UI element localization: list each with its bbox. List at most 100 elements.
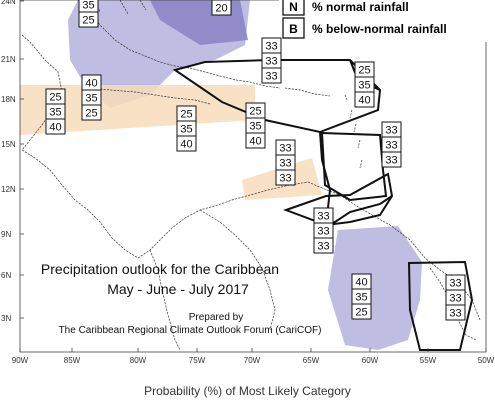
probability-box: 33 33 33 <box>261 37 282 84</box>
below-normal-zone-guianas <box>328 226 422 350</box>
probability-cell <box>275 169 296 186</box>
probability-value: 33 <box>317 211 329 223</box>
probability-value: 33 <box>449 278 461 290</box>
probability-value: 33 <box>265 56 277 68</box>
lon-label: 50W <box>478 356 495 365</box>
lon-label: 60W <box>362 356 379 365</box>
legend-b-text: % below-normal rainfall <box>312 22 447 36</box>
axis-labels: 24N 21N 18N 15N 12N 9N 6N 3N 90W 85W 80W 75W 70W 65W 6… <box>1 0 495 365</box>
probability-box: 33 33 33 <box>313 207 334 254</box>
probability-box: 33 33 33 <box>445 274 466 321</box>
map-frame <box>19 0 487 353</box>
legend-b-box <box>282 17 305 39</box>
probability-value: 35 <box>49 107 61 119</box>
probability-value: 33 <box>385 140 397 152</box>
probability-value: 20 <box>215 3 227 15</box>
lat-label: 3N <box>1 314 11 323</box>
lon-label: 75W <box>189 356 206 365</box>
probability-value: 40 <box>85 78 97 90</box>
probability-value: 35 <box>358 80 370 92</box>
probability-value: 25 <box>249 106 261 118</box>
probability-box: 40 35 25 <box>81 74 102 121</box>
probability-box: 25 35 40 <box>176 105 197 152</box>
probability-value: 25 <box>358 65 370 77</box>
probability-cell <box>245 132 266 149</box>
probability-value: 33 <box>265 71 277 83</box>
probability-cell <box>81 104 102 121</box>
legend-n-box <box>282 0 305 16</box>
lat-label: 18N <box>1 95 16 104</box>
probability-value: 25 <box>180 109 192 121</box>
probability-value: 33 <box>317 226 329 238</box>
probability-value: 40 <box>355 277 367 289</box>
probability-value: 33 <box>265 41 277 53</box>
lat-label: 15N <box>1 140 16 149</box>
probability-value: 40 <box>249 136 261 148</box>
title-line-2: May - June - July 2017 <box>107 281 249 297</box>
lat-label: 24N <box>1 0 16 6</box>
lon-label: 65W <box>303 356 320 365</box>
legend-n-text: % normal rainfall <box>312 0 409 14</box>
probability-box: 25 35 40 <box>45 88 66 135</box>
probability-box: 25 35 40 <box>245 102 266 149</box>
probability-box: 40 35 25 <box>351 273 372 320</box>
lon-label: 55W <box>420 356 437 365</box>
probability-value: 40 <box>49 122 61 134</box>
prepared-by: Prepared by <box>189 312 243 323</box>
equal-chance-zones <box>172 59 474 351</box>
probability-value: 33 <box>385 155 397 167</box>
probability-value: 25 <box>82 15 94 27</box>
probability-boxes: 3525203333334035252535402535402535403333… <box>45 0 466 321</box>
legend-n-letter: N <box>289 0 298 14</box>
probability-value: 40 <box>358 95 370 107</box>
legend-backdrop <box>279 0 495 42</box>
probability-value: 25 <box>355 307 367 319</box>
probability-value: 33 <box>279 143 291 155</box>
probability-cell <box>381 151 402 168</box>
probability-box: 33 33 33 <box>275 139 296 186</box>
lon-label: 70W <box>244 356 261 365</box>
probability-value: 25 <box>49 92 61 104</box>
probability-cell <box>354 91 375 108</box>
probability-cell <box>45 118 66 135</box>
title-line-1: Precipitation outlook for the Caribbean <box>41 261 279 277</box>
legend: N % normal rainfall B % below-normal rai… <box>279 0 495 42</box>
figure-caption: Probability (%) of Most Likely Category <box>144 384 351 398</box>
prepared-org: The Caribbean Regional Climate Outlook F… <box>59 325 322 336</box>
map-title: Precipitation outlook for the Caribbean … <box>41 261 322 336</box>
probability-cell <box>261 67 282 84</box>
probability-box: 20 <box>211 0 232 16</box>
coastlines <box>21 0 481 351</box>
probability-cell <box>313 237 334 254</box>
lon-label: 85W <box>64 356 81 365</box>
probability-cell <box>176 135 197 152</box>
probability-value: 33 <box>279 158 291 170</box>
probability-value: 35 <box>355 292 367 304</box>
probability-value: 33 <box>317 241 329 253</box>
probability-box: 33 33 33 <box>381 121 402 168</box>
lat-label: 6N <box>1 271 11 280</box>
probability-value: 33 <box>385 125 397 137</box>
legend-b-letter: B <box>289 22 298 36</box>
probability-value: 25 <box>85 108 97 120</box>
probability-value: 35 <box>249 121 261 133</box>
probability-cell <box>211 0 232 16</box>
probability-value: 40 <box>180 139 192 151</box>
probability-cell <box>445 304 466 321</box>
probability-cell <box>351 303 372 320</box>
lat-label: 21N <box>1 55 16 64</box>
probability-cell <box>78 11 99 28</box>
probability-value: 33 <box>449 308 461 320</box>
probability-value: 33 <box>279 173 291 185</box>
probability-value: 35 <box>82 0 94 12</box>
lat-label: 12N <box>1 185 16 194</box>
probability-box: 25 35 40 <box>354 61 375 108</box>
lon-label: 80W <box>130 356 147 365</box>
lon-label: 90W <box>12 356 29 365</box>
probability-value: 35 <box>180 124 192 136</box>
probability-value: 33 <box>449 293 461 305</box>
probability-value: 35 <box>85 93 97 105</box>
lat-label: 9N <box>1 230 11 239</box>
